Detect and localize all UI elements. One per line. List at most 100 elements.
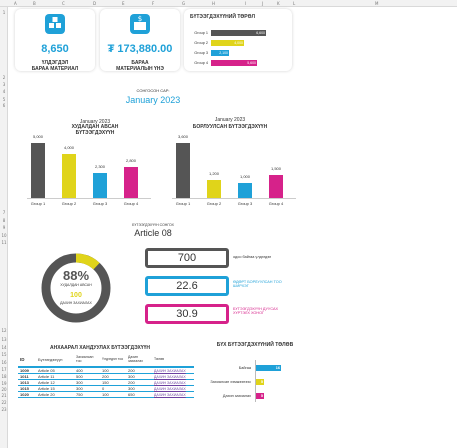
donut-percent-label: ХУДАЛДАН АВСАН — [60, 283, 92, 287]
product-select-label: БҮТЭЭГДЭХҮҮН СОНГОХ — [132, 223, 174, 227]
chart-category-label: Group 3 — [237, 201, 253, 206]
table-cell: Article 12 — [36, 379, 74, 386]
chart-bar — [238, 183, 252, 198]
col-d[interactable]: D — [93, 1, 97, 6]
status-value: 5 — [260, 393, 263, 398]
col-k[interactable]: K — [277, 1, 280, 6]
chart-bar — [176, 143, 190, 198]
table-cell: 200 — [126, 379, 152, 386]
donut-percent: 88% — [62, 268, 90, 283]
product-dropdown[interactable]: Article 08 — [134, 228, 172, 238]
col-i[interactable]: I — [245, 1, 247, 6]
table-row[interactable]: 1013 Article 12 300 150 200 ДАХИН ЗАХИАЛАХ — [18, 379, 194, 386]
chart-axis-line — [172, 198, 296, 199]
row-19[interactable]: 19 — [1, 381, 7, 386]
cost-label-line-1: БАРАА — [131, 60, 149, 66]
stat-label-stock: одоо байгаа үлдэгдэл — [233, 255, 272, 259]
donut-count: 100 — [70, 292, 82, 299]
table-cell: 100 — [100, 367, 126, 374]
row-2[interactable]: 2 — [2, 75, 6, 80]
status-bar — [256, 393, 264, 399]
row-18[interactable]: 18 — [1, 374, 7, 379]
col-b[interactable]: B — [33, 1, 36, 6]
chart-data-label: 1,200 — [208, 171, 219, 176]
stat-label-daily-sales: ӨДӨРТ БОРЛУУЛСАН ТОО ШИРХЭГ — [233, 280, 282, 288]
row-16[interactable]: 16 — [1, 360, 7, 365]
status-label: Захиалсан хэмжээнээс — [210, 380, 251, 384]
header-ordered: Захиалсан тоо — [74, 352, 100, 368]
row-10[interactable]: 10 — [1, 233, 7, 238]
row-4[interactable]: 4 — [2, 89, 6, 94]
col-a[interactable]: A — [14, 1, 17, 6]
row-20[interactable]: 20 — [1, 387, 7, 392]
row-1[interactable]: 1 — [2, 10, 6, 15]
chart-data-label: 1,000 — [239, 174, 250, 179]
inventory-table: ID Бүтээгдэхүүн Захиалсан тоо Үлдэгдэл т… — [18, 352, 194, 398]
row-11[interactable]: 11 — [1, 240, 7, 245]
row-15[interactable]: 15 — [1, 352, 7, 357]
header-reorder: Дахин захиалах — [126, 352, 152, 368]
header-id: ID — [18, 352, 36, 368]
stat-value-daily-sales: 22.6 — [176, 280, 198, 292]
table-row[interactable]: 1009 Article 05 400 100 200 ДАХИН ЗАХИАЛАХ — [18, 367, 194, 374]
row-17[interactable]: 17 — [1, 367, 7, 372]
col-e[interactable]: E — [122, 1, 125, 6]
chart-bar — [31, 143, 45, 198]
table-cell: 1009 — [18, 367, 36, 374]
table-cell: Article 05 — [36, 367, 74, 374]
stat-box-daily-sales: 22.6 — [145, 276, 229, 296]
product-type-value: 5,600 — [247, 60, 256, 65]
product-type-bar — [211, 30, 266, 36]
month-dropdown[interactable]: January 2023 — [125, 95, 181, 105]
row-3[interactable]: 3 — [2, 82, 6, 87]
header-product: Бүтээгдэхүүн — [36, 352, 74, 368]
row-23[interactable]: 23 — [1, 407, 7, 412]
row-6[interactable]: 6 — [2, 103, 6, 108]
table-cell: 650 — [126, 391, 152, 398]
stock-value: 8,650 — [41, 43, 69, 55]
col-f[interactable]: F — [152, 1, 155, 6]
col-l[interactable]: L — [293, 1, 296, 6]
stock-kpi-card: 8,650 ҮЛДЭГДЭЛ БАРАА МАТЕРИАЛ — [15, 9, 95, 72]
donut-count-label: ДАХИН ЗАХИАЛАХ — [60, 301, 92, 305]
table-cell: 1013 — [18, 379, 36, 386]
chart-category-label: Group 4 — [123, 201, 139, 206]
purchased-period: January 2023 — [79, 119, 111, 125]
header-remaining: Үлдэгдэл тоо — [100, 352, 126, 368]
status-title: БҮХ БҮТЭЭГДЭХҮҮНИЙ ТӨЛӨВ — [216, 342, 294, 348]
product-type-label: Group 4 — [194, 61, 208, 65]
col-m[interactable]: M — [375, 1, 379, 6]
row-14[interactable]: 14 — [1, 345, 7, 350]
row-13[interactable]: 13 — [1, 337, 7, 342]
col-h[interactable]: H — [212, 1, 216, 6]
stat-box-stock: 700 — [145, 248, 229, 268]
row-9[interactable]: 9 — [2, 225, 6, 230]
chart-data-label: 3,600 — [177, 134, 188, 139]
col-j[interactable]: J — [262, 1, 264, 6]
table-cell: 150 — [100, 379, 126, 386]
table-cell: 300 — [74, 379, 100, 386]
col-g[interactable]: G — [182, 1, 186, 6]
row-5[interactable]: 5 — [2, 97, 6, 102]
row-8[interactable]: 8 — [2, 218, 6, 223]
chart-category-label: Group 1 — [30, 201, 46, 206]
col-c[interactable]: C — [62, 1, 65, 6]
chart-bar — [269, 175, 283, 198]
status-cell: ДАХИН ЗАХИАЛАХ — [152, 367, 194, 374]
inventory-header-row: ID Бүтээгдэхүүн Захиалсан тоо Үлдэгдэл т… — [18, 352, 194, 368]
table-row[interactable]: 1020 Article 20 750 100 650 ДАХИН ЗАХИАЛАХ — [18, 391, 194, 398]
purchased-title-1: ХУДАЛДАН АВСАН — [71, 124, 119, 130]
month-select-label: СОНГОСОН САР: — [136, 88, 170, 93]
table-row[interactable]: 1011 Article 11 500 200 300 ДАХИН ЗАХИАЛАХ — [18, 373, 194, 380]
table-row[interactable]: 1015 Article 15 300 0 300 ДАХИН ЗАХИАЛАХ — [18, 385, 194, 392]
chart-data-label: 5,000 — [32, 134, 43, 139]
row-7[interactable]: 7 — [2, 210, 6, 215]
status-label: Дахин захиалах — [222, 394, 251, 398]
row-21[interactable]: 21 — [1, 393, 7, 398]
row-12[interactable]: 12 — [1, 328, 7, 333]
table-cell: 400 — [74, 367, 100, 374]
table-cell: 1020 — [18, 391, 36, 398]
table-cell: 1015 — [18, 385, 36, 392]
chart-bar — [207, 180, 221, 198]
row-22[interactable]: 22 — [1, 400, 7, 405]
